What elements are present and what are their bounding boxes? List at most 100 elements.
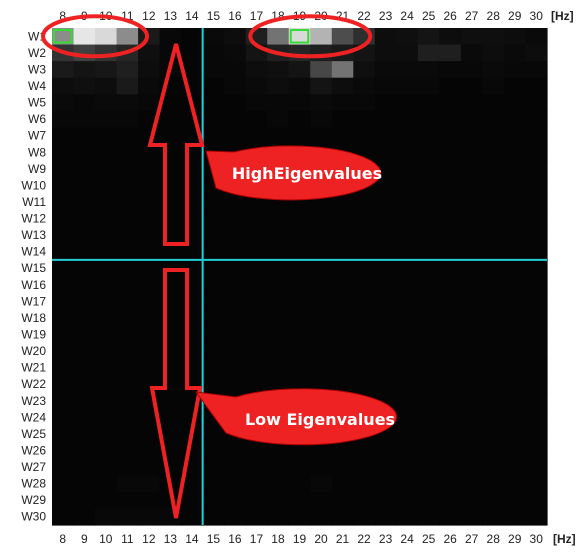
heatmap-cell <box>460 44 484 62</box>
heatmap-cell <box>482 127 505 145</box>
heatmap-cell <box>460 110 484 128</box>
heatmap-cell <box>310 475 333 493</box>
heatmap-cell <box>95 475 118 493</box>
heatmap-cell <box>116 61 139 79</box>
y-tick-label: W19 <box>21 327 46 341</box>
heatmap-cell <box>224 259 247 278</box>
heatmap-cell <box>310 226 333 244</box>
x-tick-label: 18 <box>271 532 285 546</box>
heatmap-cell <box>138 375 161 394</box>
heatmap-cell <box>525 309 548 327</box>
heatmap-cell <box>138 276 161 294</box>
heatmap-cell <box>374 177 397 195</box>
heatmap-cell <box>439 226 462 244</box>
heatmap-cell <box>417 110 440 128</box>
heatmap-cell <box>267 259 290 278</box>
heatmap-cell <box>482 61 505 79</box>
heatmap-cell <box>439 442 462 460</box>
heatmap-cell <box>224 127 247 145</box>
x-tick-label: 27 <box>465 532 479 546</box>
heatmap-cell <box>525 342 548 360</box>
heatmap-cell <box>202 193 225 211</box>
heatmap-cell <box>202 243 225 261</box>
heatmap-cell <box>374 309 397 327</box>
heatmap-cell <box>73 193 96 211</box>
heatmap-cell <box>482 442 505 460</box>
heatmap-cell <box>245 243 268 261</box>
y-tick-label: W2 <box>28 46 46 60</box>
heatmap-cell <box>202 259 225 278</box>
low-eigenvalue-callout: Low Eigenvalues <box>194 388 398 446</box>
heatmap-cell <box>503 276 527 294</box>
heatmap-cell <box>267 342 290 360</box>
heatmap-cell <box>331 375 354 394</box>
heatmap-cell <box>202 44 225 62</box>
heatmap-cell <box>95 309 118 327</box>
heatmap-cell <box>439 210 462 228</box>
heatmap-cell <box>224 210 247 228</box>
heatmap-cell <box>138 342 161 360</box>
heatmap-cell <box>460 127 484 145</box>
heatmap-cell <box>181 61 204 79</box>
heatmap-cell <box>181 442 204 460</box>
heatmap-cell <box>331 475 354 493</box>
heatmap-cell <box>439 177 462 195</box>
heatmap-cell <box>138 193 161 211</box>
y-tick-label: W26 <box>21 443 46 457</box>
heatmap-cell <box>52 77 75 95</box>
heatmap-cell <box>181 309 204 327</box>
heatmap-cell <box>73 276 96 294</box>
heatmap-cell <box>181 475 204 493</box>
heatmap-cell <box>181 293 204 311</box>
heatmap-cell <box>460 276 484 294</box>
heatmap-cell <box>396 61 419 79</box>
heatmap-cell <box>353 276 376 294</box>
heatmap-cell <box>396 508 419 526</box>
heatmap-cell <box>417 143 440 162</box>
x-tick-label: 13 <box>164 9 178 23</box>
heatmap-cell <box>52 177 75 195</box>
heatmap-cell <box>460 177 484 195</box>
heatmap-cell <box>482 508 505 526</box>
heatmap-cell <box>73 491 96 510</box>
heatmap-cell <box>138 309 161 327</box>
heatmap-cell <box>224 359 247 377</box>
heatmap-cell <box>353 77 376 95</box>
heatmap-cell <box>439 44 462 62</box>
x-unit-top: [Hz] <box>551 9 574 23</box>
heatmap-cell <box>310 342 333 360</box>
high-eigenvalues-label: HighEigenvalues <box>232 164 382 183</box>
heatmap-cell <box>159 425 182 443</box>
heatmap-cell <box>374 458 397 476</box>
heatmap-cell <box>52 127 75 145</box>
heatmap-cell <box>95 342 118 360</box>
heatmap-cell <box>310 276 333 294</box>
heatmap-cell <box>116 508 139 526</box>
heatmap-cell <box>116 276 139 294</box>
heatmap-cell <box>525 177 548 195</box>
heatmap-cell <box>159 94 182 112</box>
heatmap-cell <box>482 44 505 62</box>
heatmap-cell <box>417 442 440 460</box>
heatmap-cell <box>503 28 527 46</box>
heatmap-cell <box>310 210 333 228</box>
heatmap-cell <box>439 160 462 178</box>
heatmap-cell <box>159 326 182 344</box>
heatmap-cell <box>138 226 161 244</box>
heatmap-cell <box>396 409 419 427</box>
x-tick-label: 9 <box>81 532 88 546</box>
heatmap-cell <box>396 160 419 178</box>
heatmap-cell <box>267 458 290 476</box>
heatmap-cell <box>331 259 354 278</box>
heatmap-cell <box>288 61 311 79</box>
x-tick-label: 15 <box>207 532 221 546</box>
heatmap-cell <box>73 442 96 460</box>
heatmap-cell <box>482 409 505 427</box>
heatmap-cell <box>288 491 311 510</box>
x-tick-label: 12 <box>142 9 156 23</box>
heatmap-cell <box>159 293 182 311</box>
heatmap-cell <box>503 77 527 95</box>
heatmap-cell <box>73 61 96 79</box>
heatmap-cell <box>396 392 419 410</box>
heatmap-cell <box>138 458 161 476</box>
